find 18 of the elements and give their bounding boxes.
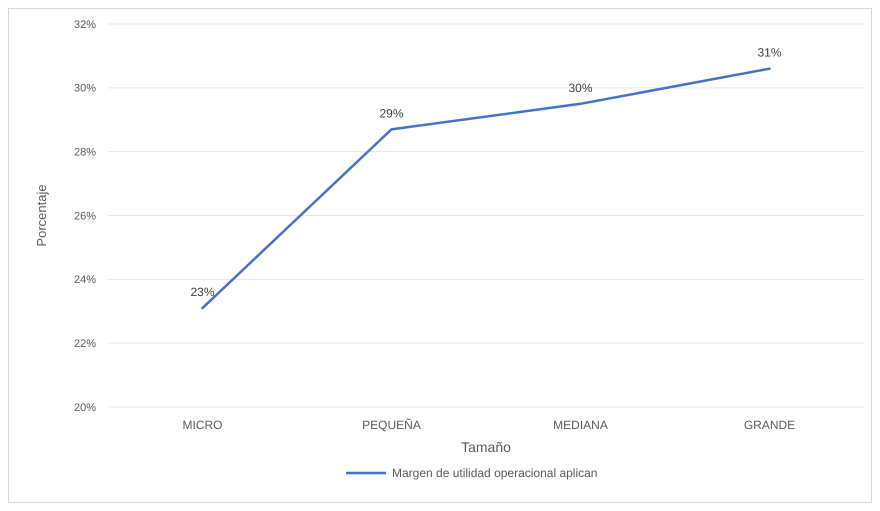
y-tick-label: 28% bbox=[74, 146, 96, 159]
y-tick-label: 24% bbox=[74, 274, 96, 286]
data-label: 31% bbox=[757, 46, 782, 60]
y-tick-label: 22% bbox=[74, 338, 96, 350]
y-tick-label: 26% bbox=[74, 210, 96, 222]
data-label: 29% bbox=[379, 106, 404, 120]
y-axis-title: Porcentaje bbox=[34, 184, 49, 247]
data-label: 23% bbox=[190, 285, 215, 300]
x-axis-title: Tamaño bbox=[461, 439, 512, 455]
x-tick-label: PEQUEÑA bbox=[362, 418, 421, 432]
y-tick-label: 32% bbox=[74, 18, 96, 31]
y-tick-label: 20% bbox=[74, 402, 96, 414]
x-tick-label: GRANDE bbox=[744, 418, 796, 432]
legend-label: Margen de utilidad operacional aplican bbox=[392, 466, 598, 480]
y-tick-label: 30% bbox=[74, 82, 96, 95]
x-tick-label: MEDIANA bbox=[553, 418, 608, 432]
data-label: 30% bbox=[568, 80, 593, 95]
x-tick-label: MICRO bbox=[182, 418, 222, 432]
